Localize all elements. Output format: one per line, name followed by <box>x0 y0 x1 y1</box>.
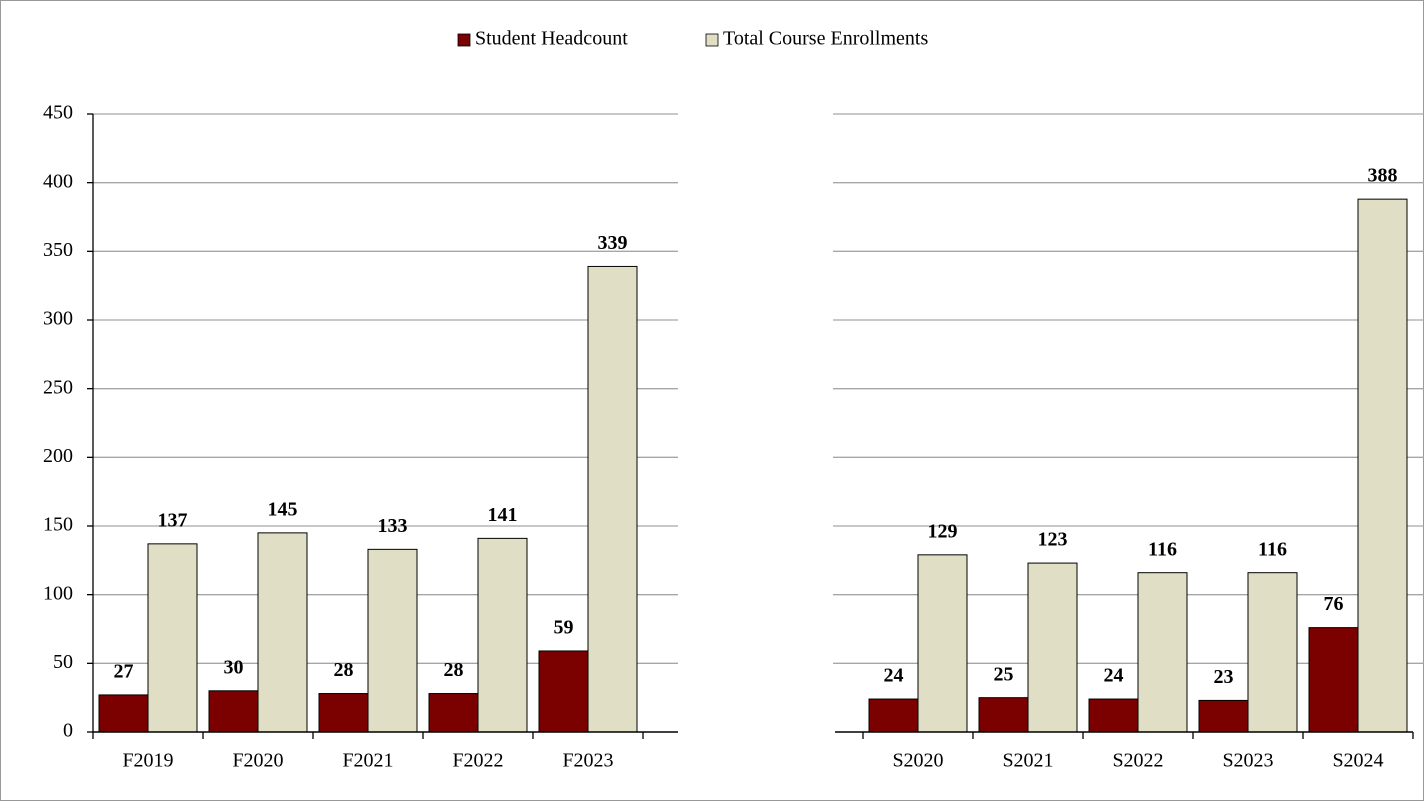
bar <box>318 693 369 733</box>
bar <box>428 693 479 733</box>
value-label: 137 <box>158 509 188 531</box>
bar <box>1198 699 1249 733</box>
value-label: 145 <box>268 498 298 520</box>
y-tick-label: 200 <box>43 445 73 467</box>
bar <box>257 532 308 733</box>
bar <box>1357 198 1408 733</box>
y-tick-label: 250 <box>43 376 73 398</box>
value-label: 141 <box>488 504 518 526</box>
bar <box>1088 698 1139 733</box>
bar <box>367 548 418 733</box>
bar <box>538 650 589 733</box>
value-label: 116 <box>1148 538 1177 560</box>
x-tick-label: F2022 <box>452 750 503 772</box>
x-tick-label: S2022 <box>1112 750 1163 772</box>
x-tick-label: F2020 <box>232 750 283 772</box>
legend-label: Total Course Enrollments <box>723 28 928 50</box>
bar <box>208 690 259 733</box>
bar <box>587 265 638 733</box>
value-label: 24 <box>1104 665 1124 687</box>
x-tick-label: F2019 <box>122 750 173 772</box>
x-tick-label: F2023 <box>562 750 613 772</box>
y-tick-label: 300 <box>43 308 73 330</box>
bar <box>147 543 198 733</box>
value-label: 23 <box>1214 666 1234 688</box>
bar <box>1027 562 1078 733</box>
bar <box>868 698 919 733</box>
y-tick-label: 50 <box>53 651 73 673</box>
value-label: 24 <box>884 665 904 687</box>
y-tick-label: 400 <box>43 170 73 192</box>
bar <box>1247 572 1298 733</box>
y-tick-label: 0 <box>63 720 73 742</box>
legend-swatch <box>457 33 471 47</box>
value-label: 339 <box>598 232 628 254</box>
value-label: 76 <box>1324 593 1344 615</box>
bar <box>98 694 149 733</box>
x-tick-label: S2021 <box>1002 750 1053 772</box>
value-label: 27 <box>114 661 134 683</box>
y-tick-label: 350 <box>43 239 73 261</box>
x-tick-label: F2021 <box>342 750 393 772</box>
y-tick-label: 450 <box>43 102 73 124</box>
value-label: 28 <box>444 659 464 681</box>
legend-swatch <box>705 33 719 47</box>
value-label: 59 <box>554 617 574 639</box>
value-label: 25 <box>994 663 1014 685</box>
value-label: 129 <box>928 520 958 542</box>
legend-label: Student Headcount <box>475 28 628 50</box>
y-tick-label: 100 <box>43 582 73 604</box>
bar <box>1137 572 1188 733</box>
value-label: 30 <box>224 656 244 678</box>
x-tick-label: S2020 <box>892 750 943 772</box>
value-label: 133 <box>378 515 408 537</box>
bar <box>978 697 1029 733</box>
value-label: 123 <box>1038 529 1068 551</box>
value-label: 28 <box>334 659 354 681</box>
value-label: 116 <box>1258 538 1287 560</box>
bar <box>917 554 968 733</box>
y-tick-label: 150 <box>43 514 73 536</box>
bar <box>477 537 528 733</box>
x-tick-label: S2023 <box>1222 750 1273 772</box>
value-label: 388 <box>1368 165 1398 187</box>
bar <box>1308 627 1359 733</box>
x-tick-label: S2024 <box>1332 750 1383 772</box>
